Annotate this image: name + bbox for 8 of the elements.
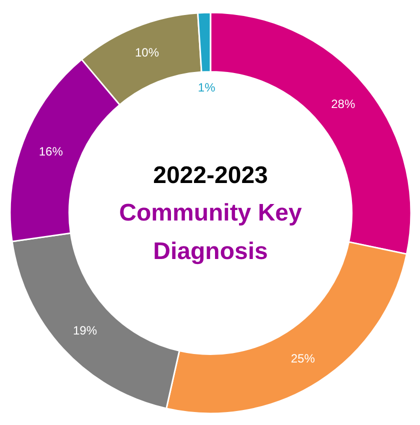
text: 2022-2023 (153, 162, 268, 189)
data-label: 1% (198, 80, 216, 94)
data-label: 16% (38, 144, 64, 158)
data-label: 28% (331, 96, 356, 111)
data-label: 19% (72, 323, 98, 338)
text: Community Key Diagnosis (119, 200, 302, 266)
data-label: 10% (134, 45, 160, 60)
data-label: 25% (290, 351, 316, 366)
